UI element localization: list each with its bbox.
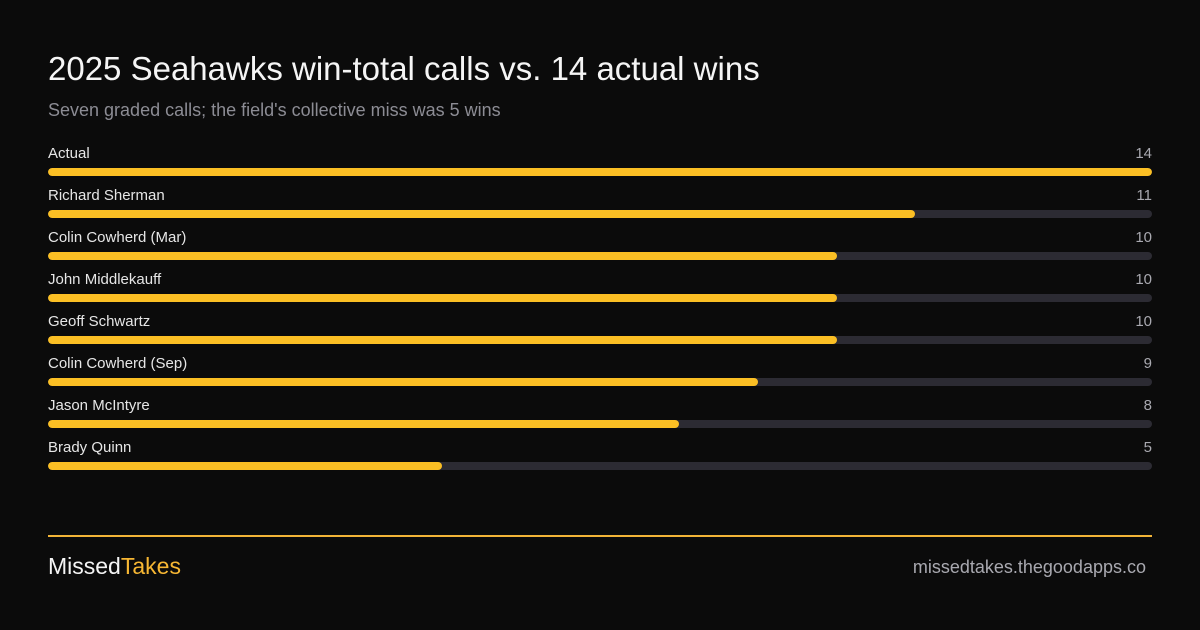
chart-title: 2025 Seahawks win-total calls vs. 14 act…	[48, 50, 760, 87]
bar-row: Geoff Schwartz 10	[48, 312, 1152, 354]
bar-value-label: 10	[1135, 229, 1152, 246]
bar-track	[48, 294, 1152, 302]
bar-value-label: 8	[1143, 397, 1152, 414]
bar-value-label: 14	[1135, 145, 1152, 162]
bar	[48, 462, 442, 470]
bar-row: Actual 14	[48, 144, 1152, 186]
bar-value-label: 5	[1143, 439, 1152, 456]
bar	[48, 168, 1152, 176]
bar	[48, 420, 679, 428]
bar	[48, 210, 915, 218]
bar-chart: Actual 14 Richard Sherman 11 Colin Cowherd (…	[48, 144, 1152, 480]
brand-logo[interactable]: MissedTakes	[48, 553, 181, 580]
chart-subtitle: Seven graded calls; the field's collecti…	[48, 100, 501, 120]
bar-row: Jason McIntyre 8	[48, 396, 1152, 438]
site-url[interactable]: missedtakes.thegoodapps.co	[912, 557, 1146, 577]
brand-logo-part-1: Missed	[48, 553, 121, 579]
bar-label: Colin Cowherd (Sep)	[48, 355, 188, 372]
bar	[48, 378, 758, 386]
bar-track	[48, 210, 1152, 218]
brand-logo-part-2: Takes	[120, 553, 181, 579]
bar-value-label: 10	[1135, 271, 1152, 288]
footer-divider	[48, 535, 1152, 537]
bar-label: Jason McIntyre	[48, 397, 150, 414]
bar-label: Brady Quinn	[48, 439, 132, 456]
bar-row: Richard Sherman 11	[48, 186, 1152, 228]
bar-row: Colin Cowherd (Mar) 10	[48, 228, 1152, 270]
bar-track	[48, 378, 1152, 386]
bar-track	[48, 336, 1152, 344]
bar-row: John Middlekauff 10	[48, 270, 1152, 312]
bar	[48, 294, 837, 302]
bar-label: Colin Cowherd (Mar)	[48, 229, 187, 246]
bar-track	[48, 252, 1152, 260]
bar-row: Colin Cowherd (Sep) 9	[48, 354, 1152, 396]
bar-track	[48, 168, 1152, 176]
bar-label: John Middlekauff	[48, 271, 162, 288]
bar-value-label: 10	[1135, 313, 1152, 330]
bar-track	[48, 420, 1152, 428]
bar-value-label: 9	[1143, 355, 1152, 372]
bar-value-label: 11	[1136, 187, 1152, 204]
bar	[48, 336, 837, 344]
bar-row: Brady Quinn 5	[48, 438, 1152, 480]
bar	[48, 252, 837, 260]
bar-label: Actual	[48, 145, 90, 162]
bar-label: Richard Sherman	[48, 187, 165, 204]
bar-track	[48, 462, 1152, 470]
bar-label: Geoff Schwartz	[48, 313, 151, 330]
